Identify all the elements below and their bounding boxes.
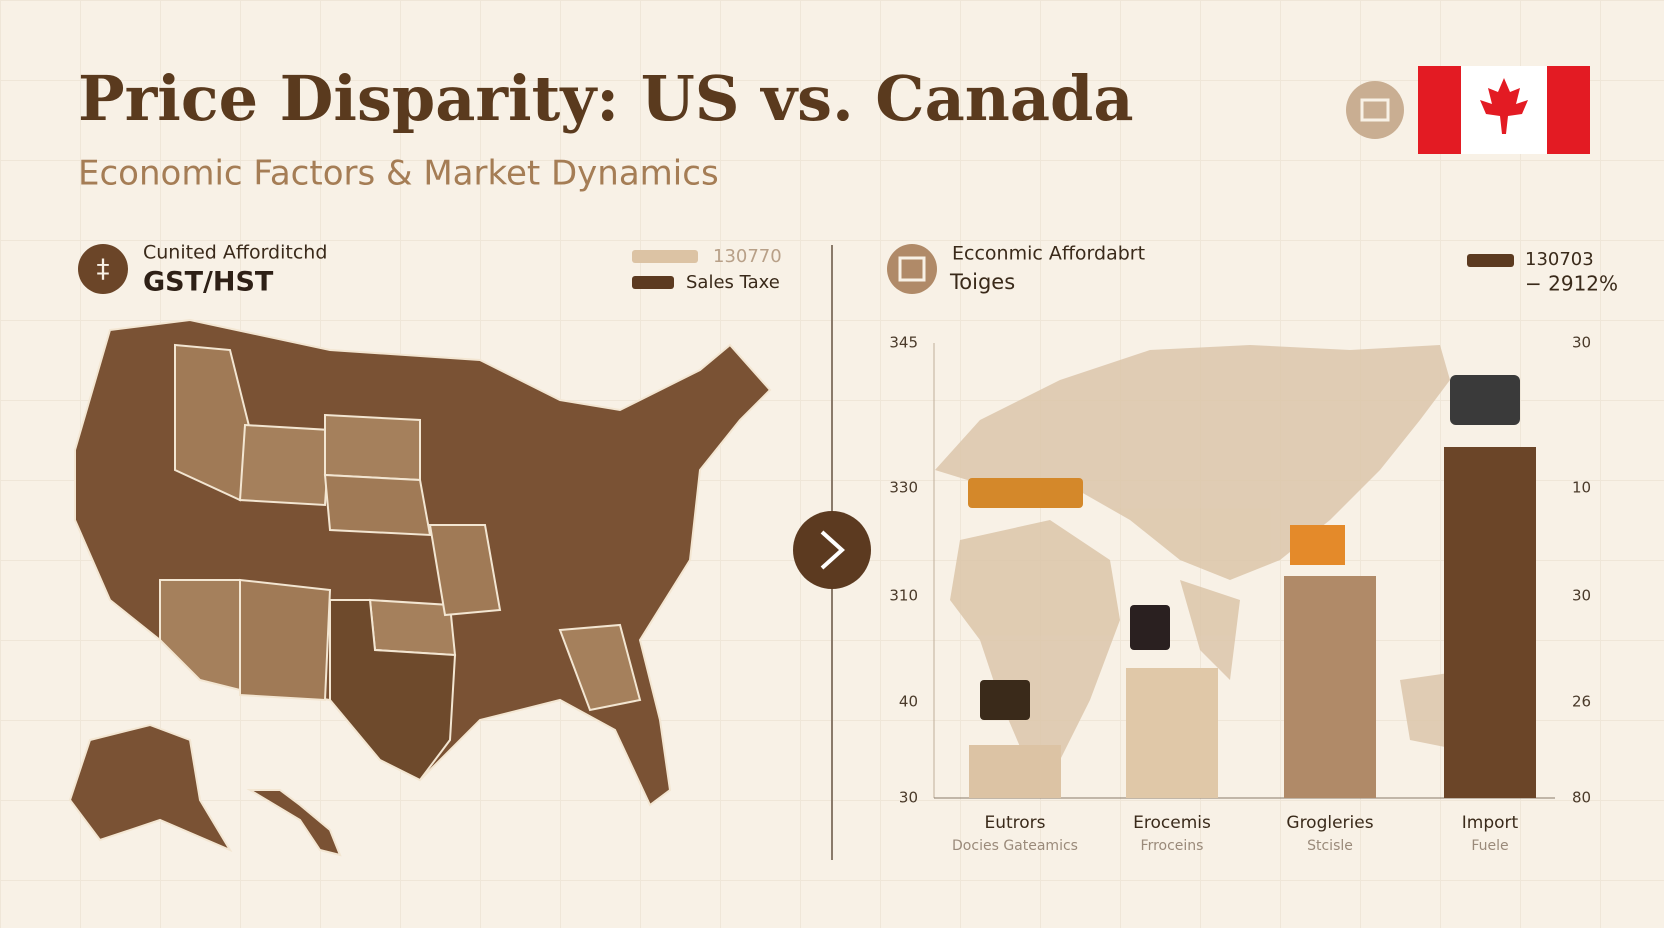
icons <box>968 375 1520 720</box>
legend-swatch <box>632 250 698 263</box>
subtitle: Economic Factors & Market Dynamics <box>78 154 719 194</box>
icon-truck <box>968 478 1083 508</box>
y-axis-label: 310 <box>889 587 918 605</box>
panel-label: Ecconmic Affordabrt <box>952 243 1145 265</box>
category-label: Import <box>1462 813 1519 833</box>
landmass <box>950 520 1120 770</box>
state <box>368 598 457 657</box>
panel-icon <box>887 244 937 294</box>
legend-label: − 2912% <box>1525 272 1618 296</box>
state <box>558 623 642 712</box>
hawaii <box>246 789 342 857</box>
canada-flag <box>1418 66 1590 154</box>
next-arrow <box>820 530 845 570</box>
panel-heading: GST/HST <box>143 267 274 298</box>
category-sublabel: Docies Gateamics <box>952 838 1078 854</box>
y2-axis-label: 10 <box>1572 479 1591 497</box>
legend-swatch <box>632 276 674 289</box>
title: Price Disparity: US vs. Canada <box>78 62 1134 135</box>
panel-icon <box>78 244 128 294</box>
next-button[interactable] <box>793 511 871 589</box>
world-map <box>935 345 1500 770</box>
state <box>323 473 432 537</box>
legend-label: 130770 <box>713 246 782 267</box>
state <box>239 578 332 702</box>
y2-axis-label: 80 <box>1572 789 1591 807</box>
flag-band <box>1418 66 1461 154</box>
bar <box>969 745 1061 798</box>
category-label: Erocemis <box>1133 813 1211 833</box>
y2-axis-label: 30 <box>1572 587 1591 605</box>
landmass <box>935 345 1450 580</box>
category-sublabel: Stcisle <box>1307 838 1353 854</box>
category-sublabel: Fuele <box>1471 838 1508 854</box>
axis-labels: 345 330 310 40 30 30 10 30 26 80 <box>889 334 1591 807</box>
alaska <box>68 723 233 853</box>
panel-glyph <box>898 256 926 282</box>
state <box>324 413 421 482</box>
state <box>238 423 332 507</box>
legend-label: Sales Taxe <box>686 272 780 293</box>
y-axis-label: 30 <box>899 789 918 807</box>
panel-heading: Toiges <box>949 270 1015 294</box>
legend-label: 130703 <box>1525 249 1594 270</box>
category-sublabel: Frroceins <box>1141 838 1204 854</box>
landmass <box>1180 580 1240 680</box>
icon-monitor <box>1450 375 1520 425</box>
y-axis-label: 345 <box>889 334 918 352</box>
bar <box>1444 447 1536 798</box>
y2-axis-label: 30 <box>1572 334 1591 352</box>
badge-glyph <box>1360 98 1390 122</box>
y2-axis-label: 26 <box>1572 693 1591 711</box>
maple-leaf <box>1480 78 1528 134</box>
flag-band <box>1547 66 1590 154</box>
panel-glyph: ‡ <box>97 255 110 285</box>
icon-device <box>980 680 1030 720</box>
state <box>329 599 457 782</box>
us-map <box>68 318 772 857</box>
icon-device <box>1130 605 1170 650</box>
bar <box>1284 576 1376 798</box>
icon-groceries <box>1290 525 1345 565</box>
bar <box>1126 668 1218 798</box>
category-label: Groglerіes <box>1286 813 1373 833</box>
y-axis-label: 40 <box>899 693 918 711</box>
badge-icon <box>1346 81 1404 139</box>
state <box>159 579 241 692</box>
state <box>428 524 502 617</box>
category-label: Eutrors <box>984 813 1045 833</box>
legend-swatch <box>1467 254 1514 267</box>
y-axis-label: 330 <box>889 479 918 497</box>
category-labels: Eutrors Docies Gateamics Erocemis Frroceins… <box>952 813 1519 854</box>
panel-label: Cunited Afforditchd <box>143 242 327 264</box>
